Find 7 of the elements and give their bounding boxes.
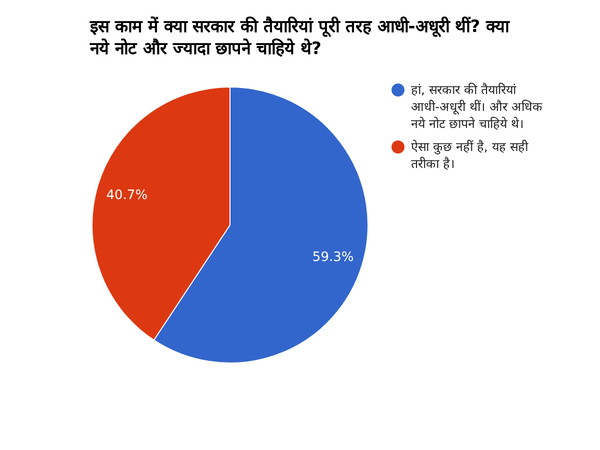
data-label: 59.3% [312,250,354,266]
legend-label: हां, सरकार की तैयारियां आधी-अधूरी थीं। और अधिक नये नोट छापने चाहिये थे। [411,82,542,131]
pie-slice [92,86,230,341]
chart-title: इस काम में क्या सरकार की तैयारियां पूरी तरह आधी-अधूरी थीं? क्या नये नोट और ज्यादा छापने चाहिये थे? [89,16,510,59]
pie-slice [153,86,368,364]
legend-label: ऐसा कुछ नहीं है, यह सही तरीका है। [411,139,529,171]
data-label: 40.7% [106,188,148,203]
